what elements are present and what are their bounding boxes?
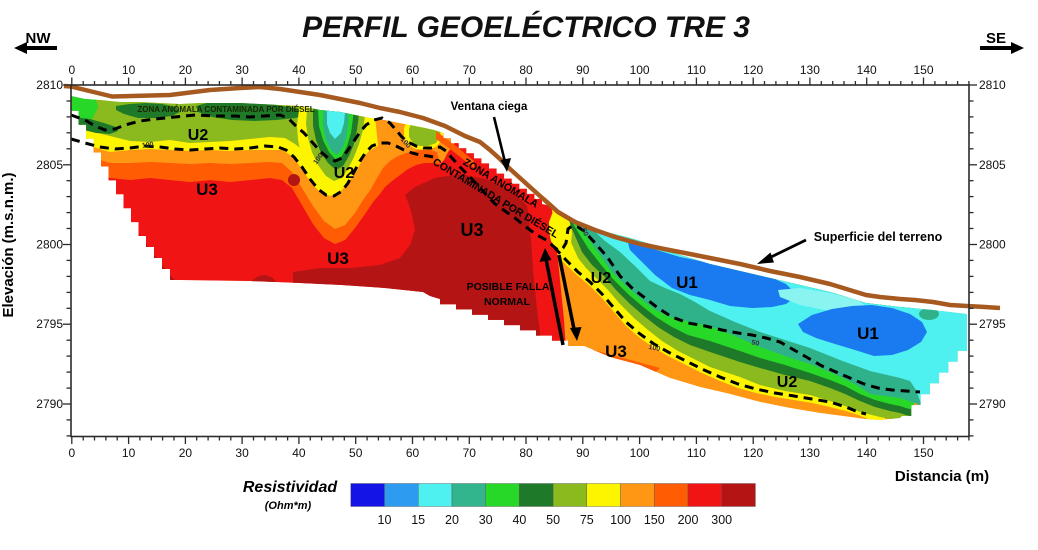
svg-text:2805: 2805 — [979, 158, 1006, 172]
svg-text:140: 140 — [857, 63, 877, 77]
svg-text:50: 50 — [349, 446, 363, 460]
svg-text:NORMAL: NORMAL — [484, 296, 531, 308]
svg-text:2790: 2790 — [36, 397, 63, 411]
svg-text:2800: 2800 — [36, 238, 63, 252]
svg-text:90: 90 — [576, 63, 590, 77]
svg-text:75: 75 — [580, 513, 594, 527]
svg-text:U1: U1 — [676, 273, 698, 292]
svg-text:130: 130 — [800, 446, 820, 460]
svg-text:Resistividad: Resistividad — [243, 479, 338, 496]
svg-text:120: 120 — [743, 63, 763, 77]
svg-text:2800: 2800 — [979, 238, 1006, 252]
svg-text:40: 40 — [292, 446, 306, 460]
svg-text:100: 100 — [610, 513, 631, 527]
svg-text:150: 150 — [913, 446, 933, 460]
svg-text:SE: SE — [986, 30, 1006, 47]
svg-text:150: 150 — [644, 513, 665, 527]
svg-text:300: 300 — [711, 513, 732, 527]
svg-text:2795: 2795 — [979, 317, 1006, 331]
svg-text:30: 30 — [235, 63, 249, 77]
svg-text:U2: U2 — [777, 374, 798, 391]
svg-text:100: 100 — [630, 446, 650, 460]
svg-text:120: 120 — [743, 446, 763, 460]
svg-text:0: 0 — [68, 446, 75, 460]
svg-text:U2: U2 — [591, 270, 612, 287]
svg-text:Ventana ciega: Ventana ciega — [451, 101, 528, 113]
svg-text:Superficie del terreno: Superficie del terreno — [814, 230, 943, 244]
svg-text:Distancia (m): Distancia (m) — [895, 468, 989, 485]
svg-text:30: 30 — [235, 446, 249, 460]
svg-text:20: 20 — [179, 446, 193, 460]
svg-text:10: 10 — [122, 446, 136, 460]
svg-text:90: 90 — [576, 446, 590, 460]
svg-text:2805: 2805 — [36, 158, 63, 172]
svg-text:40: 40 — [512, 513, 526, 527]
svg-text:100: 100 — [142, 141, 155, 150]
svg-text:10: 10 — [378, 513, 392, 527]
svg-text:U3: U3 — [196, 180, 218, 199]
svg-text:NW: NW — [26, 30, 52, 47]
svg-text:140: 140 — [857, 446, 877, 460]
svg-text:30: 30 — [479, 513, 493, 527]
svg-text:150: 150 — [913, 63, 933, 77]
svg-text:2795: 2795 — [36, 317, 63, 331]
svg-text:20: 20 — [445, 513, 459, 527]
svg-text:110: 110 — [687, 63, 706, 77]
svg-text:80: 80 — [519, 63, 533, 77]
svg-text:40: 40 — [292, 63, 306, 77]
svg-text:2790: 2790 — [979, 397, 1006, 411]
svg-text:2810: 2810 — [979, 78, 1006, 92]
svg-text:70: 70 — [463, 63, 477, 77]
svg-text:10: 10 — [122, 63, 136, 77]
svg-text:Elevación (m.s.n.m.): Elevación (m.s.n.m.) — [0, 172, 17, 317]
svg-text:PERFIL GEOELÉCTRICO TRE 3: PERFIL GEOELÉCTRICO TRE 3 — [302, 10, 750, 44]
svg-text:2810: 2810 — [36, 78, 63, 92]
svg-text:110: 110 — [687, 446, 706, 460]
svg-text:U2: U2 — [334, 165, 355, 182]
svg-text:50: 50 — [546, 513, 560, 527]
svg-text:70: 70 — [463, 446, 477, 460]
svg-text:U1: U1 — [857, 324, 879, 343]
svg-text:20: 20 — [179, 63, 193, 77]
svg-text:(Ohm*m): (Ohm*m) — [265, 500, 312, 512]
svg-text:60: 60 — [406, 446, 420, 460]
svg-text:0: 0 — [68, 63, 75, 77]
svg-text:U3: U3 — [327, 249, 349, 268]
svg-text:15: 15 — [411, 513, 425, 527]
svg-text:ZONA ANÓMALA CONTAMINADA POR D: ZONA ANÓMALA CONTAMINADA POR DIÉSEL — [137, 105, 314, 114]
svg-text:50: 50 — [580, 227, 590, 237]
svg-text:80: 80 — [519, 446, 533, 460]
svg-text:50: 50 — [751, 339, 760, 347]
svg-text:U3: U3 — [605, 342, 627, 361]
svg-text:100: 100 — [648, 344, 661, 353]
svg-text:130: 130 — [800, 63, 820, 77]
svg-text:POSIBLE FALLA: POSIBLE FALLA — [467, 281, 550, 293]
svg-text:U2: U2 — [188, 127, 209, 144]
svg-text:200: 200 — [678, 513, 699, 527]
svg-text:60: 60 — [406, 63, 420, 77]
svg-text:100: 100 — [630, 63, 650, 77]
svg-text:U3: U3 — [460, 220, 483, 240]
svg-text:50: 50 — [349, 63, 363, 77]
